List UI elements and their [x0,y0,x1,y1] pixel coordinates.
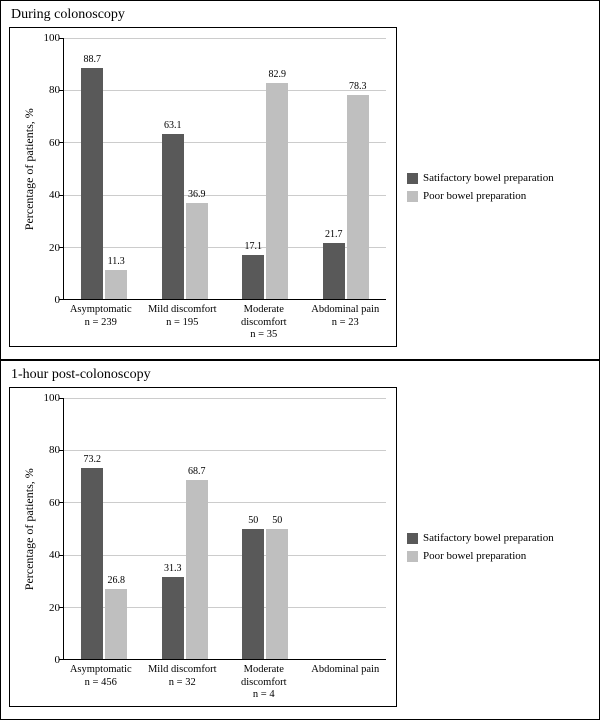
poor-bar: 78.3 [347,95,369,300]
bar-group: 17.182.9 [225,38,306,299]
x-category-label: Abdominal pain [305,664,387,677]
panel: During colonoscopy Percentage of patients… [0,0,600,360]
bar-value-label: 21.7 [325,229,343,240]
legend-label: Poor bowel preparation [423,190,526,202]
panel: 1-hour post-colonoscopy Percentage of pat… [0,360,600,720]
bar-value-label: 88.7 [84,54,102,65]
x-category-n: n = 23 [305,317,387,330]
y-tick-label: 100 [44,32,61,44]
bar-group: 88.711.3 [64,38,145,299]
x-category-label-2: discomfort [223,677,305,690]
satisfactory-bar: 73.2 [81,468,103,659]
plot: 73.226.831.368.75050 [63,398,386,660]
x-category-label: Moderate [223,304,305,317]
y-tick-label: 0 [55,654,61,666]
x-category: Asymptomaticn = 456 [60,664,142,702]
legend-item: Poor bowel preparation [407,190,591,202]
x-category: Moderatediscomfortn = 35 [223,304,305,342]
legend: Satifactory bowel preparation Poor bowel … [397,27,591,347]
bar-group: 63.136.9 [145,38,226,299]
bars-container: 73.226.831.368.75050 [64,398,386,659]
x-category: Mild discomfortn = 32 [142,664,224,702]
bar-group [306,398,387,659]
y-axis-label: Percentage of patients, % [20,38,39,300]
x-category-label: Mild discomfort [142,304,224,317]
legend-label: Poor bowel preparation [423,550,526,562]
satisfactory-swatch [407,533,418,544]
bar-value-label: 50 [248,515,258,526]
x-axis: Asymptomaticn = 456Mild discomfortn = 32… [60,664,386,702]
bar-value-label: 82.9 [269,69,287,80]
x-category-n: n = 35 [223,329,305,342]
poor-bar: 50 [266,529,288,660]
satisfactory-swatch [407,173,418,184]
legend-label: Satifactory bowel preparation [423,172,554,184]
x-category-label-2: discomfort [223,317,305,330]
bar-value-label: 68.7 [188,466,206,477]
x-category: Moderatediscomfortn = 4 [223,664,305,702]
bar-group: 21.778.3 [306,38,387,299]
satisfactory-bar: 31.3 [162,577,184,659]
panel-title: 1-hour post-colonoscopy [11,367,591,383]
legend-label: Satifactory bowel preparation [423,532,554,544]
bar-group: 31.368.7 [145,398,226,659]
plot: 88.711.363.136.917.182.921.778.3 [63,38,386,300]
bar-value-label: 63.1 [164,120,182,131]
x-category-label: Moderate [223,664,305,677]
chart-row: Percentage of patients, %10080604020073.… [9,387,591,707]
y-axis-label: Percentage of patients, % [20,398,39,660]
satisfactory-bar: 50 [242,529,264,660]
plot-area: Percentage of patients, %10080604020073.… [20,398,386,660]
x-category-n: n = 32 [142,677,224,690]
y-tick [59,659,64,660]
y-tick [59,299,64,300]
x-category-label: Asymptomatic [60,304,142,317]
chart-row: Percentage of patients, %10080604020088.… [9,27,591,347]
poor-swatch [407,191,418,202]
x-category-label: Asymptomatic [60,664,142,677]
panel-title: During colonoscopy [11,7,591,23]
bar-value-label: 36.9 [188,189,206,200]
bar-value-label: 50 [272,515,282,526]
chart-box: Percentage of patients, %10080604020073.… [9,387,397,707]
poor-swatch [407,551,418,562]
poor-bar: 11.3 [105,270,127,300]
poor-bar: 68.7 [186,480,208,659]
x-category: Asymptomaticn = 239 [60,304,142,342]
x-category: Mild discomfortn = 195 [142,304,224,342]
x-category-label: Mild discomfort [142,664,224,677]
bar-value-label: 17.1 [245,241,263,252]
bars-container: 88.711.363.136.917.182.921.778.3 [64,38,386,299]
legend-item: Satifactory bowel preparation [407,172,591,184]
y-tick-label: 0 [55,294,61,306]
x-category-n: n = 4 [223,689,305,702]
x-axis: Asymptomaticn = 239Mild discomfortn = 19… [60,304,386,342]
bar-value-label: 73.2 [84,454,102,465]
bar-group: 73.226.8 [64,398,145,659]
satisfactory-bar: 88.7 [81,68,103,300]
legend-item: Poor bowel preparation [407,550,591,562]
satisfactory-bar: 63.1 [162,134,184,299]
x-category: Abdominal painn = 23 [305,304,387,342]
satisfactory-bar: 17.1 [242,255,264,300]
poor-bar: 26.8 [105,589,127,659]
legend: Satifactory bowel preparation Poor bowel … [397,387,591,707]
x-category: Abdominal pain [305,664,387,702]
satisfactory-bar: 21.7 [323,243,345,300]
y-tick-label: 100 [44,392,61,404]
bar-value-label: 78.3 [349,81,367,92]
bar-value-label: 31.3 [164,563,182,574]
bar-value-label: 11.3 [108,256,125,267]
poor-bar: 36.9 [186,203,208,299]
x-category-n: n = 195 [142,317,224,330]
plot-area: Percentage of patients, %10080604020088.… [20,38,386,300]
chart-box: Percentage of patients, %10080604020088.… [9,27,397,347]
x-category-label: Abdominal pain [305,304,387,317]
x-category-n: n = 456 [60,677,142,690]
bar-group: 5050 [225,398,306,659]
x-category-n: n = 239 [60,317,142,330]
bar-value-label: 26.8 [108,575,126,586]
legend-item: Satifactory bowel preparation [407,532,591,544]
poor-bar: 82.9 [266,83,288,300]
